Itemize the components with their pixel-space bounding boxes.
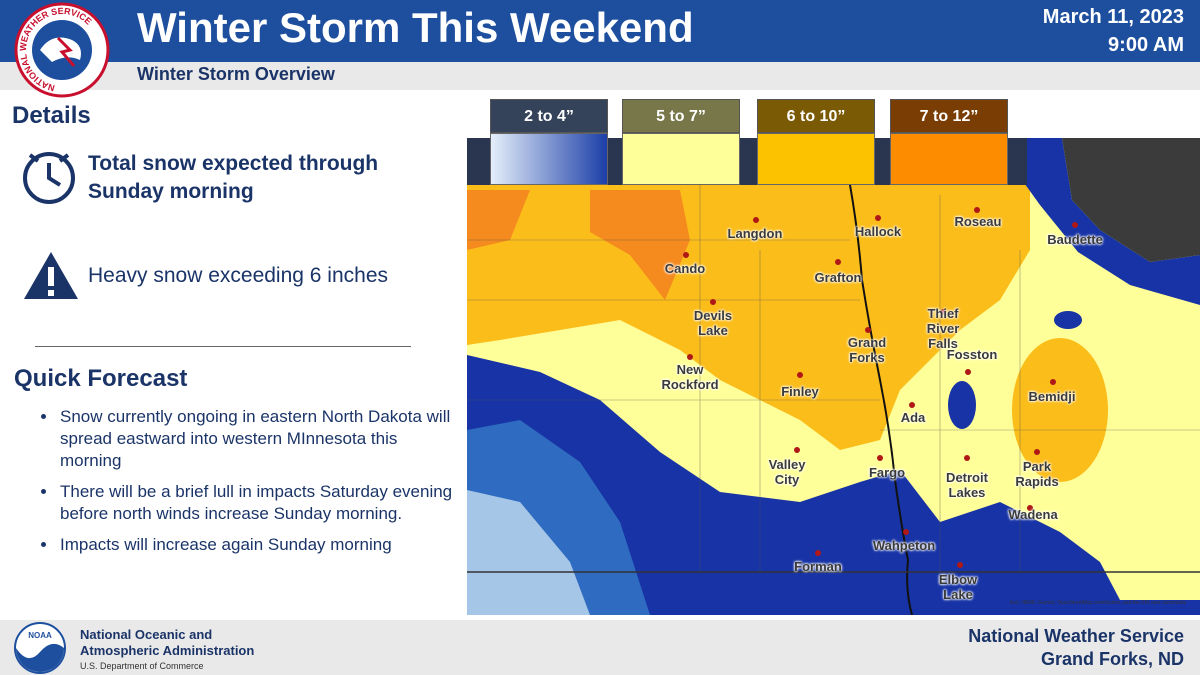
- warning-icon: [24, 252, 78, 299]
- attribution: Esri, HERE, Garmin, OpenStreetMap contri…: [1010, 600, 1187, 606]
- city-label: Grand Forks: [847, 335, 887, 365]
- city-label: Detroit Lakes: [946, 470, 988, 500]
- legend-swatch: [622, 133, 740, 185]
- city-label: New Rockford: [661, 362, 719, 392]
- date: March 11, 2023: [1042, 6, 1184, 28]
- city-label: Cando: [664, 261, 706, 276]
- office: National Weather Service: [968, 626, 1184, 646]
- city-label: Hallock: [854, 224, 902, 239]
- city-label: Forman: [794, 559, 842, 574]
- divider: [35, 346, 411, 347]
- snowfall-map: [467, 138, 1200, 615]
- city-label: Langdon: [727, 226, 783, 241]
- city-dot: [710, 299, 716, 305]
- city-label: Ada: [900, 410, 926, 425]
- forecast-bullet: Snow currently ongoing in eastern North …: [58, 406, 458, 472]
- city-dot: [875, 215, 881, 221]
- city-dot: [957, 562, 963, 568]
- forecast-list: Snow currently ongoing in eastern North …: [0, 406, 458, 565]
- legend-label: 6 to 10”: [757, 99, 875, 133]
- city-label: Devils Lake: [693, 308, 733, 338]
- agency: National Oceanic and Atmospheric Adminis…: [80, 627, 255, 658]
- forecast-bullet: There will be a brief lull in impacts Sa…: [58, 481, 458, 525]
- city-label: Bemidji: [1028, 389, 1076, 404]
- city-dot: [1027, 505, 1033, 511]
- forecast-bullet: Impacts will increase again Sunday morni…: [58, 534, 458, 556]
- footer: [0, 620, 1200, 675]
- city-dot: [1050, 379, 1056, 385]
- time: 9:00 AM: [1108, 34, 1184, 56]
- clock-icon: [23, 152, 75, 204]
- subtitle-band: [0, 62, 1200, 90]
- noaa-logo: NOAA: [14, 622, 66, 674]
- city-dot: [903, 529, 909, 535]
- city-dot: [1034, 449, 1040, 455]
- city-dot: [815, 550, 821, 556]
- subtitle: Winter Storm Overview: [137, 64, 335, 84]
- city-dot: [909, 402, 915, 408]
- city-dot: [865, 327, 871, 333]
- city-label: Fosston: [946, 347, 998, 362]
- legend-swatch: [490, 133, 608, 185]
- city-dot: [797, 372, 803, 378]
- city-dot: [974, 207, 980, 213]
- city-dot: [877, 455, 883, 461]
- header-bar: [0, 0, 1200, 62]
- city-dot: [687, 354, 693, 360]
- title: Winter Storm This Weekend: [137, 4, 694, 51]
- legend-swatch: [890, 133, 1008, 185]
- city-label: Grafton: [814, 270, 862, 285]
- city-label: Park Rapids: [1015, 459, 1059, 489]
- department: U.S. Department of Commerce: [80, 661, 204, 671]
- city-dot: [1072, 222, 1078, 228]
- legend-swatch: [757, 133, 875, 185]
- city-dot: [940, 309, 946, 315]
- nws-logo: NATIONAL WEATHER SERVICE: [14, 2, 110, 98]
- office-location: Grand Forks, ND: [1040, 649, 1184, 669]
- map-shapes: [467, 138, 1200, 615]
- legend-label: 2 to 4”: [490, 99, 608, 133]
- city-dot: [964, 455, 970, 461]
- detail-item: Total snow expected through Sunday morni…: [88, 152, 379, 203]
- city-label: Wadena: [1008, 507, 1058, 522]
- city-label: Roseau: [954, 214, 1002, 229]
- noaa-logo-text: NOAA: [28, 631, 52, 640]
- legend-label: 5 to 7”: [622, 99, 740, 133]
- city-label: Fargo: [868, 465, 906, 480]
- city-dot: [835, 259, 841, 265]
- city-label: Wahpeton: [872, 538, 936, 553]
- legend-label: 7 to 12”: [890, 99, 1008, 133]
- city-label: Valley City: [768, 457, 806, 487]
- city-dot: [794, 447, 800, 453]
- details-heading: Details: [12, 102, 91, 129]
- detail-item: Heavy snow exceeding 6 inches: [88, 264, 389, 287]
- forecast-heading: Quick Forecast: [14, 365, 188, 392]
- city-label: Elbow Lake: [938, 572, 978, 602]
- city-label: Finley: [781, 384, 819, 399]
- city-dot: [753, 217, 759, 223]
- city-label: Baudette: [1047, 232, 1103, 247]
- city-dot: [965, 369, 971, 375]
- city-label: Thief River Falls: [926, 306, 960, 351]
- city-dot: [683, 252, 689, 258]
